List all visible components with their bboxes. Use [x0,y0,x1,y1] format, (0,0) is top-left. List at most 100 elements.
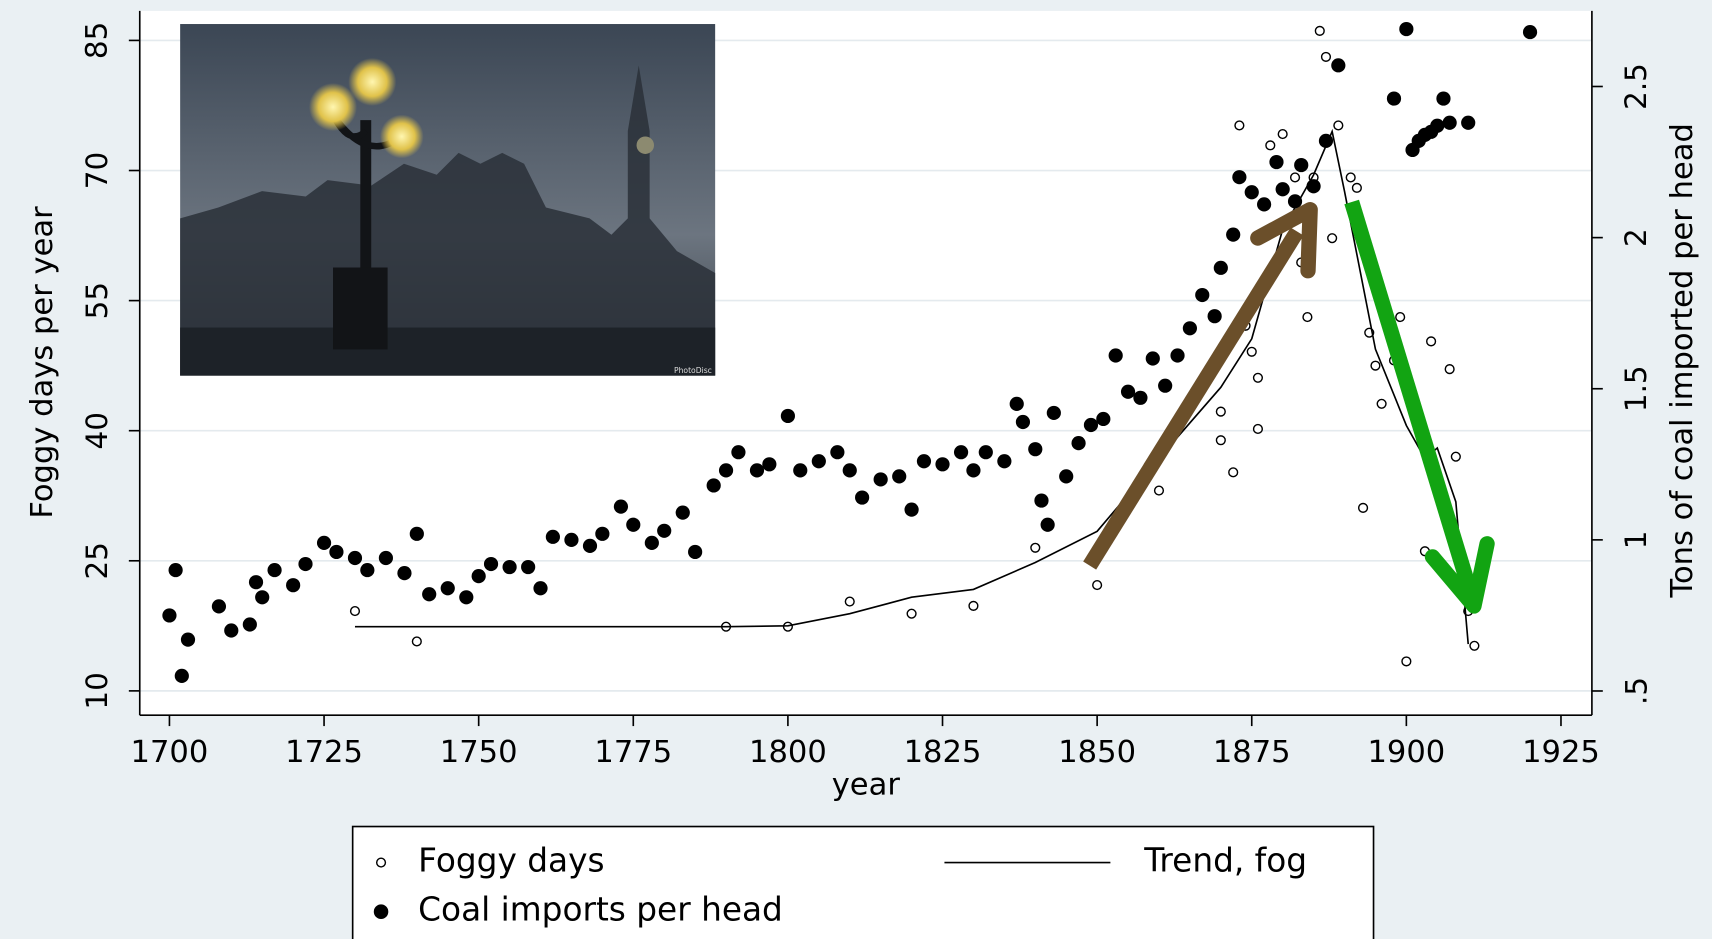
photo-lamp-base [333,267,388,350]
filled-point [1386,91,1402,106]
open-point [782,621,793,632]
open-point [1314,25,1325,36]
filled-point [248,575,264,590]
filled-point [1046,405,1061,421]
filled-point [582,538,598,554]
y2-axis-title: Tons of coal imported per head [1665,123,1700,598]
filled-point [1133,390,1148,405]
open-point [411,636,422,647]
filled-point [1207,309,1222,324]
filled-point [718,463,734,478]
open-point [844,596,855,607]
filled-point [904,502,919,517]
filled-point [298,556,313,572]
filled-point [360,562,375,578]
filled-point [916,454,932,469]
x-tick-label: 1775 [594,735,672,770]
filled-point [409,526,424,541]
open-point [1469,640,1480,651]
filled-point [471,569,486,584]
filled-point [1226,227,1241,242]
filled-point [502,559,517,575]
x-tick-label: 1700 [131,735,209,770]
filled-point [892,469,907,484]
x-tick-label: 1925 [1522,735,1600,770]
open-point [1228,467,1239,478]
photo-lamp-post [360,120,372,339]
filled-point [935,457,950,472]
brown-arrow [1083,227,1304,570]
annotation-arrows [1083,199,1495,614]
filled-point [595,526,610,541]
filled-point [1108,348,1123,363]
filled-point [1257,197,1272,212]
filled-point [1009,396,1024,411]
y-tick-label: 55 [80,282,114,319]
filled-point [1059,469,1074,484]
open-point [1215,406,1226,417]
open-point [1357,502,1369,513]
open-point [1376,398,1387,409]
filled-point [1120,384,1136,399]
filled-point [378,550,393,566]
x-tick-label: 1725 [285,735,363,770]
filled-point [644,535,659,550]
filled-point [1331,58,1346,73]
filled-point [1306,179,1321,194]
filled-point [1232,170,1247,185]
filled-point [1269,154,1284,170]
filled-point [842,463,857,478]
filled-point [267,562,282,578]
x-tick-label: 1800 [749,735,827,770]
filled-point [1028,442,1043,457]
legend-label: Trend, fog [1143,842,1307,880]
filled-point [706,478,721,493]
x-tick-label: 1875 [1213,735,1291,770]
open-point [1395,312,1406,323]
filled-point [830,445,845,460]
open-point [1426,336,1437,347]
filled-point [1015,414,1031,430]
filled-point [180,632,196,647]
open-point [1320,51,1332,62]
open-point [1252,423,1264,435]
open-point [1444,364,1455,375]
x-tick-label: 1825 [904,735,982,770]
filled-point [1096,411,1111,427]
filled-point [329,544,344,560]
axes: 10 25 40 55 70 85 .5 1 1.5 2 2.5 1700 1725 1750 1775 18… [80,10,1653,770]
photo-lamp-light [348,57,397,106]
open-point [1030,542,1041,553]
open-point [1302,312,1313,323]
open-point [1289,172,1301,183]
open-point [1215,435,1226,446]
filled-point [966,463,981,478]
open-point [1401,656,1412,667]
filled-point [168,562,183,578]
open-point [1277,129,1288,140]
filled-point [422,587,437,602]
open-point [968,600,979,611]
filled-point [675,505,690,520]
y-tick-label: 85 [80,22,114,60]
y2-tick-label: 1 [1619,530,1653,549]
open-point [1327,233,1338,244]
filled-point [1182,321,1197,336]
x-tick-label: 1750 [440,735,518,770]
filled-point [762,457,777,472]
filled-point [1158,378,1173,393]
filled-point [397,566,412,581]
filled-point [749,463,765,478]
legend-label: Coal imports per head [418,891,783,929]
filled-point [483,556,499,572]
filled-point [1034,493,1049,508]
filled-point [1040,517,1055,532]
filled-point [242,617,257,632]
x-axis-title: year [832,768,901,803]
legend-marker [375,857,387,868]
filled-point [1294,157,1309,173]
y2-tick-label: .5 [1619,677,1653,705]
open-point [1351,182,1362,193]
